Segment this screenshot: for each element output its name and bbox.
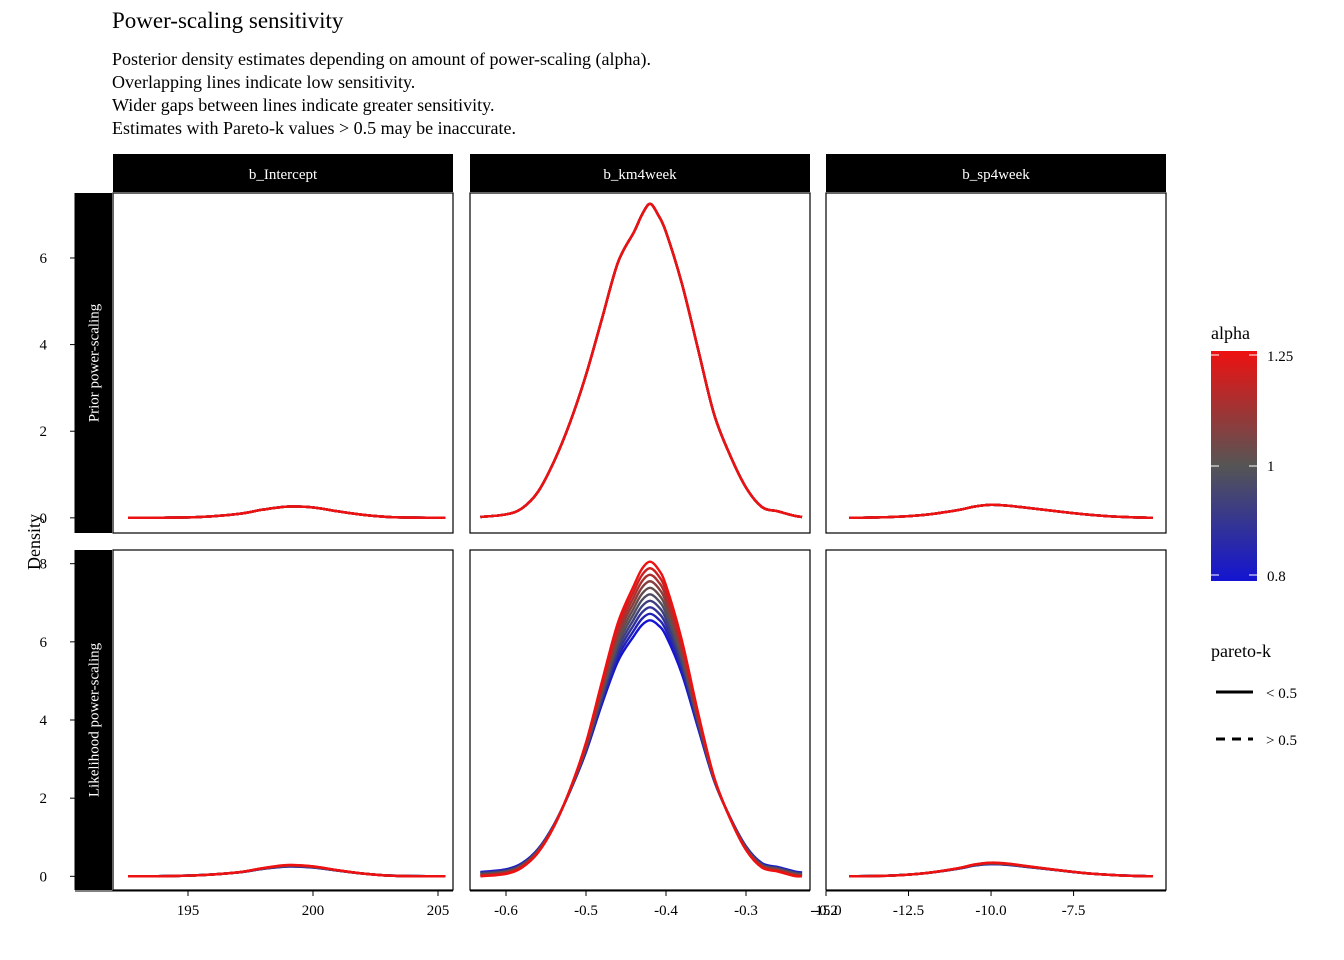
- density-curve: [480, 202, 803, 519]
- density-curve: [127, 505, 446, 520]
- y-tick-label: 2: [40, 424, 48, 440]
- legend-pareto-title: pareto-k: [1211, 641, 1271, 661]
- density-curve: [127, 505, 446, 520]
- density-curve: [127, 505, 446, 520]
- x-tick-label: -12.5: [893, 903, 924, 919]
- density-curve: [127, 505, 446, 520]
- column-strip: [113, 154, 453, 192]
- density-curve: [480, 593, 803, 876]
- density-curve: [849, 503, 1153, 520]
- density-curve: [480, 599, 803, 876]
- x-tick-label: -10.0: [975, 903, 1006, 919]
- density-curve: [127, 505, 446, 520]
- x-tick-label: 200: [302, 903, 325, 919]
- density-curve: [127, 505, 446, 520]
- column-strip: [826, 154, 1166, 192]
- x-tick-label: 195: [177, 903, 200, 919]
- y-tick-label: 6: [40, 635, 48, 651]
- density-curve: [480, 202, 803, 519]
- chart-subtitle: Posterior density estimates depending on…: [112, 48, 651, 140]
- density-curve: [480, 586, 803, 877]
- panel-frame: [112, 549, 454, 891]
- density-curve: [127, 505, 446, 520]
- density-curve: [480, 202, 803, 519]
- density-curve: [127, 863, 446, 878]
- y-axis-title: Density: [24, 514, 44, 570]
- column-strip: [470, 154, 810, 192]
- density-curve: [480, 560, 803, 878]
- density-curve: [480, 619, 803, 874]
- y-tick-label: 2: [40, 791, 48, 807]
- panel-frame: [469, 549, 811, 891]
- density-curve: [480, 202, 803, 519]
- row-strip-label: Prior power-scaling: [87, 303, 103, 422]
- density-curve: [480, 202, 803, 519]
- x-tick-label: -0.3: [734, 903, 758, 919]
- x-tick-label: -0.5: [574, 903, 598, 919]
- density-curve: [480, 606, 803, 875]
- panels-layer: b_Intercept b_km4week b_sp4week Prior power…: [40, 154, 1167, 919]
- panel-frame: [825, 192, 1167, 534]
- subtitle-line: Wider gaps between lines indicate greate…: [112, 95, 495, 115]
- x-tick-label: -15.0: [810, 903, 841, 919]
- column-strip-label: b_sp4week: [962, 167, 1030, 183]
- legend-alpha-label-low: 0.8: [1267, 569, 1286, 585]
- y-tick-label: 6: [40, 251, 48, 267]
- column-strip-label: b_Intercept: [249, 167, 318, 183]
- legend-alpha-title: alpha: [1211, 323, 1250, 343]
- density-curve: [480, 202, 803, 519]
- y-tick-label: 8: [40, 557, 48, 573]
- density-curve: [127, 505, 446, 520]
- legend-alpha-label-mid: 1: [1267, 459, 1275, 475]
- row-strip: [75, 193, 112, 533]
- density-curve: [849, 861, 1153, 878]
- column-strip-label: b_km4week: [603, 167, 677, 183]
- density-curve: [480, 202, 803, 519]
- density-curve: [127, 505, 446, 520]
- subtitle-line: Estimates with Pareto-k values > 0.5 may…: [112, 118, 517, 138]
- row-strip-label: Likelihood power-scaling: [87, 642, 103, 797]
- y-tick-label: 0: [40, 869, 48, 885]
- x-tick-label: -0.6: [494, 903, 518, 919]
- x-tick-label: -0.2: [814, 903, 838, 919]
- x-tick-label: -7.5: [1062, 903, 1086, 919]
- panel-frame: [825, 549, 1167, 891]
- legend-alpha-label-high: 1.25: [1267, 349, 1293, 365]
- chart-title: Power-scaling sensitivity: [112, 8, 344, 33]
- density-curve: [480, 202, 803, 519]
- legend-pareto-label-high: > 0.5: [1266, 733, 1297, 749]
- row-strip: [75, 550, 112, 890]
- panel-frame: [112, 192, 454, 534]
- legend-pareto-label-low: < 0.5: [1266, 686, 1297, 702]
- density-curve: [480, 612, 803, 875]
- x-tick-label: -0.4: [654, 903, 678, 919]
- density-curve: [480, 202, 803, 519]
- density-curve: [480, 202, 803, 519]
- subtitle-line: Overlapping lines indicate low sensitivi…: [112, 72, 416, 92]
- subtitle-line: Posterior density estimates depending on…: [112, 49, 652, 69]
- density-curve: [127, 505, 446, 520]
- panel-frame: [469, 192, 811, 534]
- y-tick-label: 4: [40, 338, 48, 354]
- y-tick-label: 0: [40, 511, 48, 527]
- y-tick-label: 4: [40, 713, 48, 729]
- legend: alpha 1.25 1 0.8 pareto-k < 0.5 > 0.5: [1211, 323, 1297, 749]
- x-tick-label: 205: [427, 903, 450, 919]
